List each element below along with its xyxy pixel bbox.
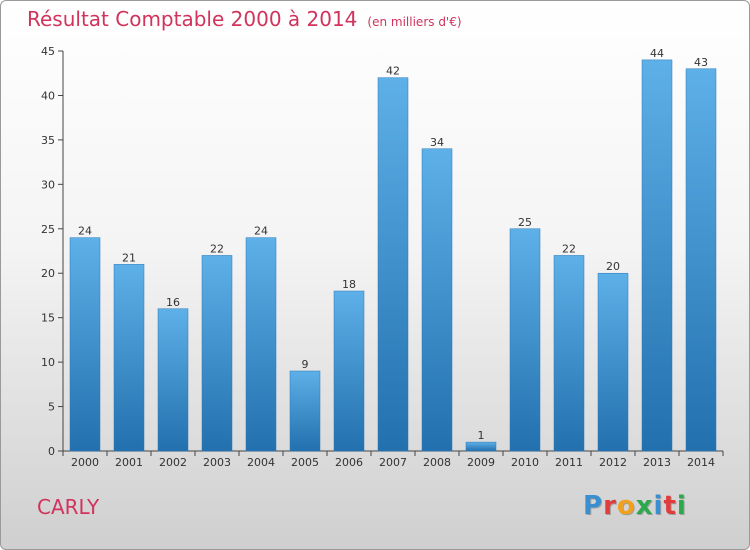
x-tick-label-2007: 2007	[379, 456, 407, 469]
logo-letter: x	[635, 491, 654, 521]
chart-bars	[69, 59, 717, 452]
y-tick-label: 45	[41, 45, 55, 58]
x-tick-label-2010: 2010	[511, 456, 539, 469]
bar-2009	[465, 441, 497, 452]
logo-letter: t	[663, 491, 677, 521]
bar-2010	[509, 228, 541, 452]
data-label-2004: 24	[254, 225, 268, 238]
bar-2000	[69, 237, 101, 452]
x-tick-label-2011: 2011	[555, 456, 583, 469]
y-tick-label: 25	[41, 223, 55, 236]
logo-letter: r	[603, 491, 617, 521]
chart-subtitle: (en milliers d'€)	[367, 15, 462, 29]
y-tick-label: 15	[41, 312, 55, 325]
proxiti-logo: Proxiti	[583, 491, 687, 521]
data-label-2009: 1	[478, 429, 485, 442]
x-tick-label-2000: 2000	[71, 456, 99, 469]
bar-2014	[685, 68, 717, 452]
bar-2001	[113, 264, 145, 452]
data-label-2005: 9	[302, 358, 309, 371]
x-tick-label-2003: 2003	[203, 456, 231, 469]
bar-2004	[245, 237, 277, 452]
x-tick-label-2006: 2006	[335, 456, 363, 469]
data-label-2008: 34	[430, 136, 444, 149]
y-tick-label: 20	[41, 267, 55, 280]
x-tick-label-2001: 2001	[115, 456, 143, 469]
x-tick-label-2004: 2004	[247, 456, 275, 469]
commune-name: CARLY	[37, 495, 100, 519]
data-label-2007: 42	[386, 65, 400, 78]
data-label-2014: 43	[694, 56, 708, 69]
bar-2007	[377, 77, 409, 452]
x-tick-label-2013: 2013	[643, 456, 671, 469]
y-tick-label: 10	[41, 356, 55, 369]
bar-2005	[289, 370, 321, 452]
data-label-2001: 21	[122, 251, 136, 264]
data-label-2002: 16	[166, 296, 180, 309]
x-tick-label-2012: 2012	[599, 456, 627, 469]
chart-title-text: Résultat Comptable 2000 à 2014	[27, 7, 358, 31]
bar-2012	[597, 272, 629, 452]
data-label-2006: 18	[342, 278, 356, 291]
data-label-2011: 22	[562, 242, 576, 255]
x-tick-label-2014: 2014	[687, 456, 715, 469]
x-tick-label-2005: 2005	[291, 456, 319, 469]
x-tick-label-2009: 2009	[467, 456, 495, 469]
bar-2011	[553, 255, 585, 452]
logo-letter: i	[653, 491, 664, 521]
chart-labels: 24 21 16 22 24 9 18 42 34 1 25 22 20 44 43	[78, 47, 708, 442]
logo-letter: P	[583, 491, 604, 521]
data-label-2012: 20	[606, 260, 620, 273]
bar-2013	[641, 59, 673, 452]
bar-2008	[421, 148, 453, 452]
x-tick-label-2002: 2002	[159, 456, 187, 469]
bar-2003	[201, 255, 233, 452]
logo-letter: o	[616, 491, 636, 521]
data-label-2003: 22	[210, 242, 224, 255]
chart-title: Résultat Comptable 2000 à 2014 (en millie…	[27, 7, 462, 31]
data-label-2010: 25	[518, 216, 532, 229]
chart-axes: 0 5 10 15 20 25 30 35 40 45 2000 2001 2002 2003 2004 20…	[41, 45, 724, 469]
data-label-2000: 24	[78, 225, 92, 238]
y-tick-label: 0	[48, 445, 55, 458]
y-tick-label: 30	[41, 178, 55, 191]
bar-2006	[333, 290, 365, 452]
x-tick-label-2008: 2008	[423, 456, 451, 469]
y-tick-label: 35	[41, 134, 55, 147]
data-label-2013: 44	[650, 47, 664, 60]
y-tick-label: 5	[48, 401, 55, 414]
y-tick-label: 40	[41, 89, 55, 102]
bar-2002	[157, 308, 189, 452]
logo-letter: i	[676, 491, 687, 521]
